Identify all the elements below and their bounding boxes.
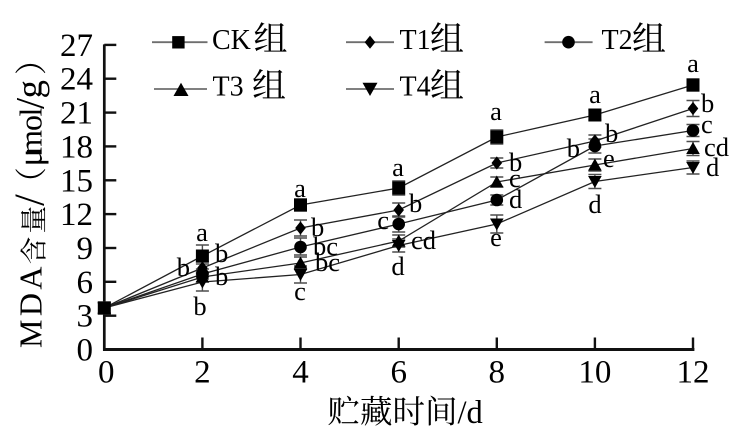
svg-text:b: b [605,118,618,148]
svg-text:d: d [588,189,601,219]
svg-text:g: g [10,80,51,99]
svg-text:o: o [13,115,49,131]
svg-text:15: 15 [60,163,93,199]
svg-text:a: a [589,79,601,109]
svg-text:3: 3 [77,299,94,335]
svg-text:cd: cd [704,132,729,162]
svg-text:a: a [687,48,699,78]
svg-text:18: 18 [60,129,93,165]
svg-text:b: b [509,147,522,177]
svg-text:27: 27 [60,28,93,64]
svg-text:bc: bc [315,247,340,277]
svg-text:b: b [193,291,206,321]
svg-text:/: / [8,97,53,109]
svg-text:0: 0 [77,333,94,369]
svg-text:10: 10 [578,355,611,391]
svg-text:l: l [13,108,49,117]
svg-text:8: 8 [489,355,506,391]
svg-text:T3: T3 [213,71,244,102]
svg-text:6: 6 [77,265,94,301]
svg-text:4: 4 [292,355,309,391]
svg-text:c: c [701,109,713,139]
svg-text:a: a [490,96,502,126]
svg-text:0: 0 [98,355,115,391]
svg-text:b: b [311,212,324,242]
svg-text:a: a [196,217,208,247]
svg-text:a: a [392,152,404,182]
svg-text:T1: T1 [400,25,431,56]
svg-text:/d: /d [458,395,483,431]
svg-text:d: d [706,152,719,182]
svg-text:μ: μ [13,148,50,166]
svg-text:b: b [567,133,580,163]
svg-text:21: 21 [60,96,93,132]
svg-text:m: m [13,130,49,155]
svg-text:d: d [509,184,522,214]
svg-text:a: a [294,173,306,203]
svg-text:b: b [215,261,228,291]
svg-text:T2: T2 [602,25,633,56]
svg-text:CK: CK [212,25,251,56]
svg-text:12: 12 [677,355,710,391]
svg-text:9: 9 [77,231,94,267]
svg-text:bc: bc [313,231,338,261]
svg-text:T4: T4 [400,71,431,102]
svg-text:b: b [177,252,190,282]
svg-text:6: 6 [390,355,407,391]
svg-text:c: c [509,163,521,193]
svg-text:d: d [391,251,404,281]
svg-text:c: c [294,276,306,306]
svg-text:2: 2 [194,355,211,391]
svg-text:24: 24 [60,62,93,98]
svg-text:e: e [490,222,502,252]
svg-text:cd: cd [411,225,436,255]
svg-text:12: 12 [60,197,93,233]
svg-text:b: b [215,238,228,268]
svg-text:b: b [409,188,422,218]
svg-text:e: e [603,143,615,173]
svg-text:b: b [701,88,714,118]
svg-text:MDA: MDA [13,263,49,348]
svg-text:c: c [377,205,389,235]
svg-text:/: / [8,194,54,206]
